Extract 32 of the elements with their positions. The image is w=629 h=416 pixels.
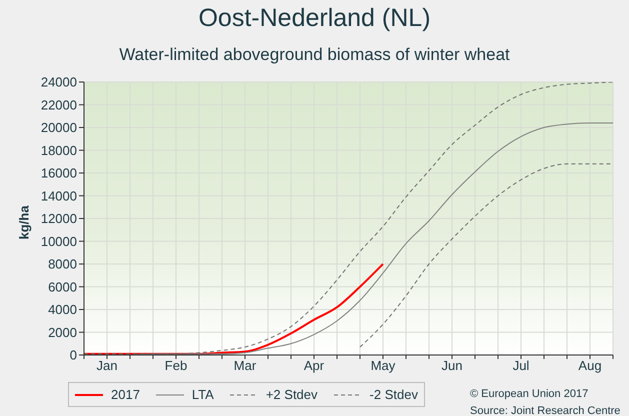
x-tick-label: Feb bbox=[164, 358, 188, 374]
legend-label: 2017 bbox=[111, 387, 140, 402]
y-tick-label: 10000 bbox=[40, 234, 77, 249]
x-tick-label: Jul bbox=[512, 358, 530, 374]
y-tick-label: 8000 bbox=[48, 256, 77, 272]
y-tick-label: 4000 bbox=[48, 302, 77, 318]
y-tick-label: 20000 bbox=[40, 120, 77, 136]
y-tick-label: 2000 bbox=[48, 324, 77, 340]
x-tick-label: Apr bbox=[304, 358, 325, 374]
source-note: Source: Joint Research Centre bbox=[470, 404, 620, 416]
x-tick-label: Mar bbox=[234, 358, 257, 374]
x-tick-label: May bbox=[370, 358, 396, 374]
chart-subtitle: Water-limited aboveground biomass of winter wheat bbox=[118, 45, 511, 65]
chart-title: Oost-Nederland (NL) bbox=[197, 4, 432, 33]
legend-label: -2 Stdev bbox=[370, 387, 418, 402]
line-series bbox=[360, 163, 614, 348]
x-tick-label: Jun bbox=[442, 358, 462, 374]
y-tick-label: 18000 bbox=[40, 142, 77, 158]
x-tick-label: Aug bbox=[578, 358, 602, 374]
y-axis-title: kg/ha bbox=[16, 204, 32, 242]
legend-label: +2 Stdev bbox=[266, 387, 318, 402]
y-tick-label: 22000 bbox=[40, 97, 77, 112]
y-tick-label: 24000 bbox=[40, 74, 77, 90]
y-tick-label: 6000 bbox=[48, 279, 77, 294]
y-tick-label: 14000 bbox=[40, 188, 77, 204]
text: © European Union 2017 bbox=[470, 387, 590, 402]
y-tick-label: 12000 bbox=[40, 211, 77, 226]
line-series bbox=[83, 263, 384, 355]
x-tick-label: Jan bbox=[96, 358, 118, 374]
y-tick-label: 16000 bbox=[40, 166, 77, 181]
legend-label: LTA bbox=[192, 387, 214, 402]
y-tick-label: 0 bbox=[70, 348, 77, 363]
